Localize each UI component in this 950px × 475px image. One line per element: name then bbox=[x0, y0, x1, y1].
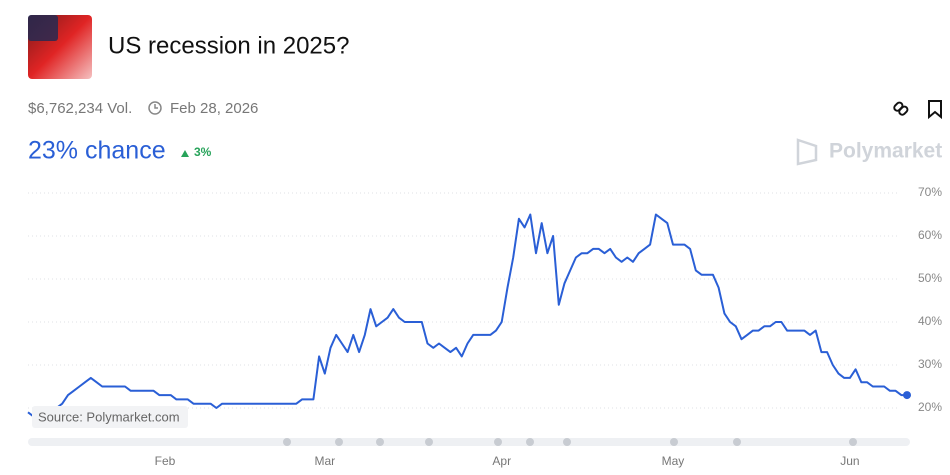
y-tick-label: 20% bbox=[918, 400, 942, 414]
x-tick-label: Mar bbox=[314, 454, 335, 468]
up-arrow bbox=[181, 150, 189, 157]
market-title: US recession in 2025? bbox=[108, 32, 349, 59]
x-tick-label: Apr bbox=[492, 454, 511, 468]
bookmark-button[interactable] bbox=[928, 100, 942, 120]
chance: 23% chance bbox=[28, 137, 166, 165]
link-button[interactable] bbox=[893, 101, 909, 116]
volume: $6,762,234 Vol. bbox=[28, 100, 132, 117]
x-tick-label: Jun bbox=[840, 454, 859, 468]
range-track[interactable] bbox=[28, 438, 910, 446]
x-tick-label: May bbox=[662, 454, 685, 468]
brand: Polymarket bbox=[829, 140, 942, 163]
brand-logo bbox=[796, 138, 818, 166]
end-date: Feb 28, 2026 bbox=[170, 100, 258, 117]
y-tick-label: 70% bbox=[918, 185, 942, 199]
clock-hands bbox=[154, 104, 158, 109]
y-tick-label: 30% bbox=[918, 357, 942, 371]
source-box bbox=[32, 406, 188, 428]
x-tick-label: Feb bbox=[155, 454, 176, 468]
range-dots bbox=[283, 438, 857, 446]
flag-canton bbox=[28, 15, 58, 41]
clock-icon bbox=[148, 101, 162, 115]
y-tick-label: 50% bbox=[918, 271, 942, 285]
last-point bbox=[903, 391, 911, 400]
change: 3% bbox=[194, 145, 212, 159]
y-tick-label: 60% bbox=[918, 228, 942, 242]
price-line bbox=[27, 213, 907, 418]
source: Source: Polymarket.com bbox=[38, 409, 180, 424]
y-tick-label: 40% bbox=[918, 314, 942, 328]
